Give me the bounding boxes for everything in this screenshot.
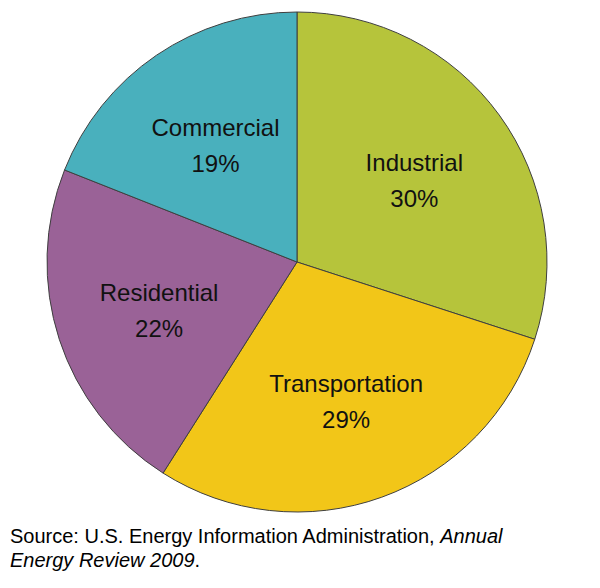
chart: Industrial 30% Transportation 29% Residentia… — [0, 0, 600, 520]
data-label: 22% — [135, 315, 183, 342]
slice-label: Transportation — [269, 370, 423, 397]
source-note: Source: U.S. Energy Information Administ… — [10, 524, 540, 572]
labels: Industrial 30% Transportation 29% Residentia… — [100, 114, 463, 433]
slice-label: Industrial — [366, 149, 463, 176]
source-text: Source: U.S. Energy Information Administ… — [10, 525, 435, 547]
data-label: 19% — [191, 150, 239, 177]
pie-slice — [65, 12, 297, 262]
slices — [47, 12, 547, 512]
data-label: 30% — [390, 185, 438, 212]
slice-label: Residential — [100, 279, 219, 306]
slice-label: Commercial — [151, 114, 279, 141]
source-text: . — [195, 549, 201, 571]
data-label: 29% — [322, 406, 370, 433]
